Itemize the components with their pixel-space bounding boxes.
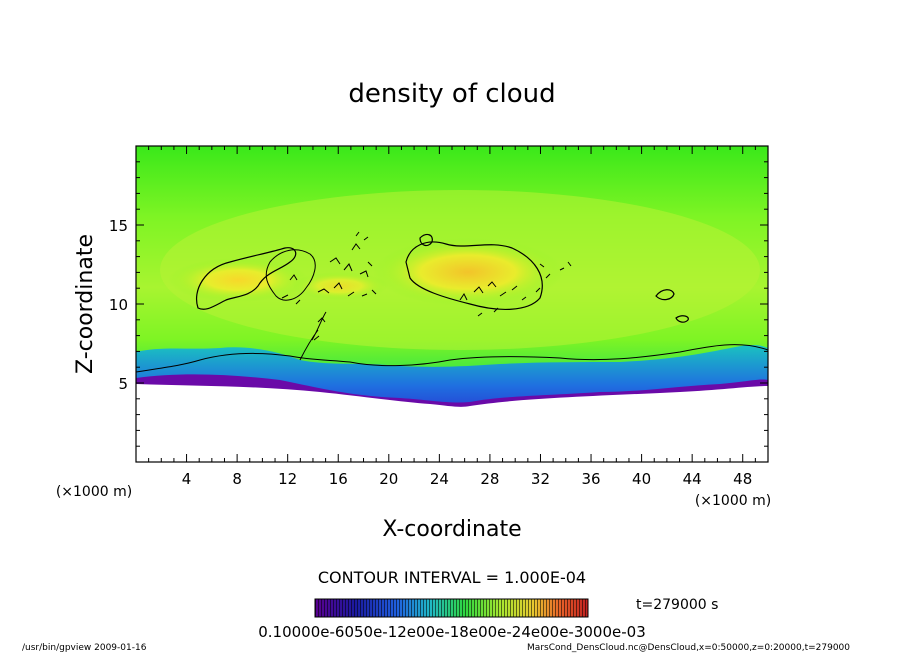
y-tick-label: 5 — [118, 375, 128, 393]
x-tick-label: 4 — [182, 470, 192, 488]
x-tick-label: 20 — [379, 470, 398, 488]
x-axis: 4 8 12 16 20 24 28 32 36 40 44 48 — [135, 146, 769, 488]
x-tick-label: 40 — [632, 470, 651, 488]
y-tick-label: 15 — [109, 217, 128, 235]
x-tick-label: 48 — [733, 470, 752, 488]
y-unit-label: (×1000 m) — [56, 484, 132, 500]
chart-title: density of cloud — [348, 79, 555, 109]
footer-left: /usr/bin/gpview 2009-01-16 — [22, 643, 147, 653]
x-tick-label: 8 — [232, 470, 242, 488]
x-axis-label: X-coordinate — [382, 517, 521, 542]
colorbar — [314, 598, 589, 618]
contour-fragments — [281, 231, 572, 341]
time-label: t=279000 s — [636, 597, 718, 613]
footer-right: MarsCond_DensCloud.nc@DensCloud,x=0:5000… — [527, 643, 850, 653]
heatmap-field — [136, 146, 768, 462]
x-unit-label: (×1000 m) — [695, 493, 771, 509]
x-tick-label: 32 — [531, 470, 550, 488]
y-axis: 5 10 15 — [109, 145, 768, 463]
colorbar-labels: 0.10000e-6050e-12e00e-18e00e-24e00e-3000… — [258, 623, 646, 641]
contour-lines — [135, 233, 769, 373]
contour-interval-label: CONTOUR INTERVAL = 1.000E-04 — [318, 568, 586, 587]
x-tick-label: 36 — [581, 470, 600, 488]
x-tick-label: 24 — [430, 470, 449, 488]
x-tick-label: 28 — [480, 470, 499, 488]
y-tick-label: 10 — [109, 296, 128, 314]
x-tick-label: 12 — [278, 470, 297, 488]
x-tick-label: 44 — [683, 470, 702, 488]
y-axis-label: Z-coordinate — [73, 234, 98, 374]
x-tick-label: 16 — [329, 470, 348, 488]
